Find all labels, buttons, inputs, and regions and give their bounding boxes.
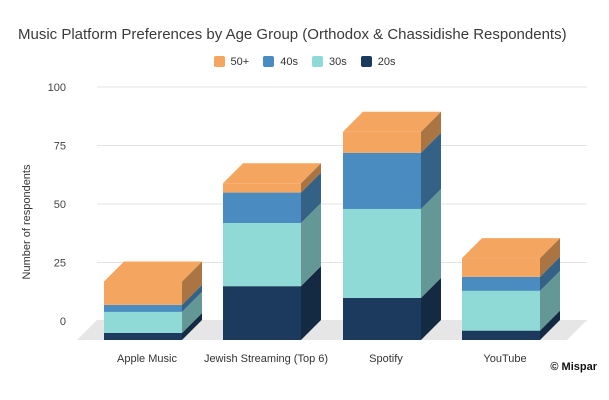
bar-segment-side [540,256,560,291]
bar-segment-side [182,284,202,312]
bar-top [343,111,441,132]
legend-label: 30s [328,56,347,68]
bar-segment-front [104,304,182,312]
bar-segment-front [104,281,182,305]
bar-segment-front [223,223,301,287]
bar-top [462,238,560,259]
bar-segment-side [182,261,202,305]
legend-label: 40s [280,56,298,68]
bar-segment-front [223,183,301,193]
bar-segment-front [462,258,540,277]
bar-segment-side [540,310,560,340]
bar-segment-front [223,192,301,223]
y-tick-label: 0 [60,316,66,328]
credit-label: © Mispar [550,361,597,373]
bar-segment-side [540,238,560,277]
legend-item: 50+ [213,56,250,68]
bar-segment-side [421,111,441,153]
bar-segment-front [343,208,421,298]
y-tick-label: 75 [54,141,66,153]
bar-segment-front [104,332,182,340]
y-tick-label: 50 [54,199,66,211]
x-category-label: YouTube [483,353,526,365]
bar-segment-front [343,131,421,153]
legend-swatch [263,56,275,67]
bar-segment-side [301,203,321,287]
chart-title: Music Platform Preferences by Age Group … [18,26,567,43]
bar-segment-side [301,266,321,340]
legend-item: 40s [263,56,298,68]
x-category-label: Jewish Streaming (Top 6) [204,353,328,365]
bar-segment-front [223,286,301,340]
legend-label: 50+ [230,56,250,68]
bar-segment-front [343,297,421,340]
bar-segment-side [301,163,321,193]
x-category-label: Spotify [369,353,403,365]
bar-segment-front [462,276,540,291]
y-axis-label: Number of respondents [21,164,33,279]
legend-swatch [311,56,323,67]
x-category-label: Apple Music [117,353,177,365]
bar-top [104,261,202,282]
bar-segment-side [301,172,321,223]
bar-segment-side [421,132,441,209]
bar-segment-side [540,270,560,331]
legend-swatch [360,56,372,67]
y-tick-label: 25 [54,258,66,270]
bar-segment-side [421,188,441,298]
legend-label: 20s [377,56,396,68]
chart-legend: 50+ 40s 30s 20s [0,56,609,68]
bar-segment-side [421,277,441,340]
chart-floor [77,320,587,340]
bar-top [223,163,321,184]
legend-item: 30s [311,56,347,68]
bar-segment-side [182,291,202,333]
bar-segment-side [182,312,202,340]
bar-segment-front [462,290,540,331]
legend-item: 20s [360,56,396,68]
y-tick-label: 100 [48,82,66,94]
bar-segment-front [343,152,421,209]
bar-segment-front [104,311,182,333]
bar-segment-front [462,330,540,340]
legend-swatch [213,56,225,67]
